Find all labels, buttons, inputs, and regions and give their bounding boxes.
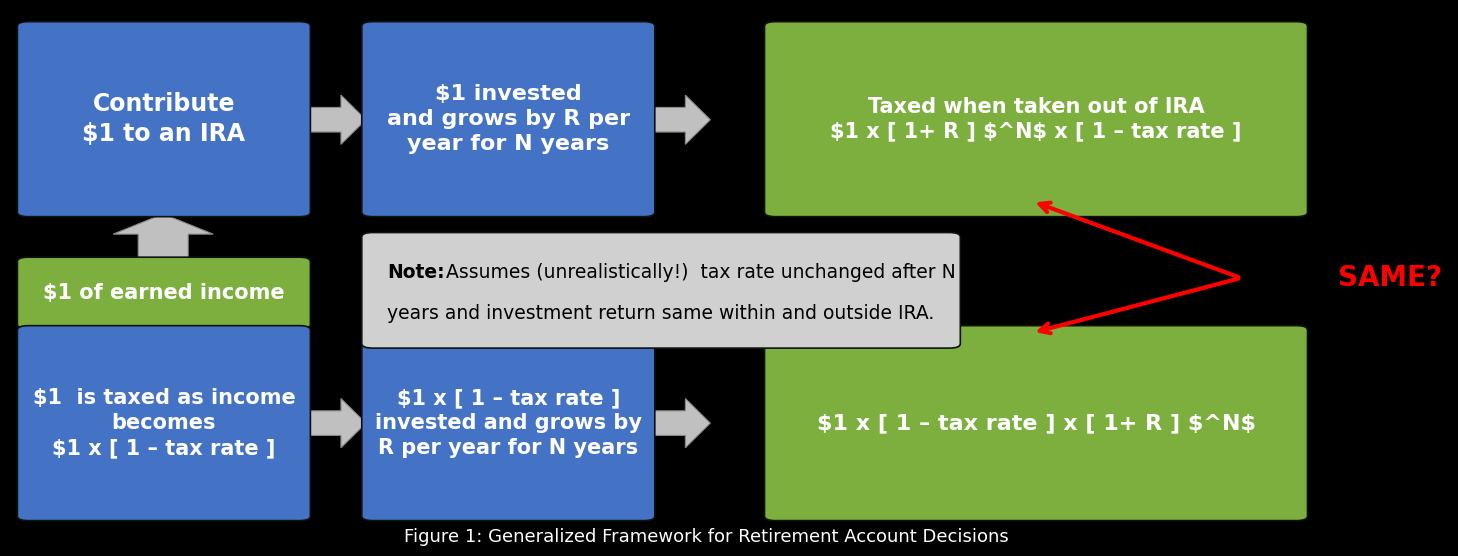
FancyBboxPatch shape bbox=[362, 326, 655, 520]
Polygon shape bbox=[114, 214, 213, 259]
Text: Taxed when taken out of IRA
$1 x [ 1+ R ] $^N$ x [ 1 – tax rate ]: Taxed when taken out of IRA $1 x [ 1+ R … bbox=[830, 97, 1242, 142]
FancyBboxPatch shape bbox=[362, 232, 961, 348]
Polygon shape bbox=[114, 327, 213, 372]
Polygon shape bbox=[303, 399, 366, 448]
Polygon shape bbox=[647, 399, 710, 448]
FancyBboxPatch shape bbox=[764, 326, 1308, 520]
Polygon shape bbox=[647, 95, 710, 145]
Polygon shape bbox=[303, 95, 366, 145]
FancyBboxPatch shape bbox=[17, 22, 311, 217]
Text: $1  is taxed as income
becomes
$1 x [ 1 – tax rate ]: $1 is taxed as income becomes $1 x [ 1 –… bbox=[32, 388, 296, 458]
FancyBboxPatch shape bbox=[17, 257, 311, 329]
Text: years and investment return same within and outside IRA.: years and investment return same within … bbox=[386, 304, 935, 324]
Text: $1 of earned income: $1 of earned income bbox=[44, 283, 284, 303]
FancyBboxPatch shape bbox=[764, 22, 1308, 217]
Text: Note:: Note: bbox=[386, 262, 445, 282]
FancyBboxPatch shape bbox=[17, 326, 311, 520]
Text: Assumes (unrealistically!)  tax rate unchanged after N: Assumes (unrealistically!) tax rate unch… bbox=[439, 262, 955, 282]
Text: $1 invested
and grows by R per
year for N years: $1 invested and grows by R per year for … bbox=[386, 85, 630, 154]
Text: Figure 1: Generalized Framework for Retirement Account Decisions: Figure 1: Generalized Framework for Reti… bbox=[404, 528, 1009, 547]
FancyBboxPatch shape bbox=[362, 22, 655, 217]
Text: SAME?: SAME? bbox=[1338, 264, 1442, 292]
Text: $1 x [ 1 – tax rate ]
invested and grows by
R per year for N years: $1 x [ 1 – tax rate ] invested and grows… bbox=[375, 388, 642, 458]
Text: Contribute
$1 to an IRA: Contribute $1 to an IRA bbox=[83, 92, 245, 146]
Text: $1 x [ 1 – tax rate ] x [ 1+ R ] $^N$: $1 x [ 1 – tax rate ] x [ 1+ R ] $^N$ bbox=[816, 413, 1255, 433]
